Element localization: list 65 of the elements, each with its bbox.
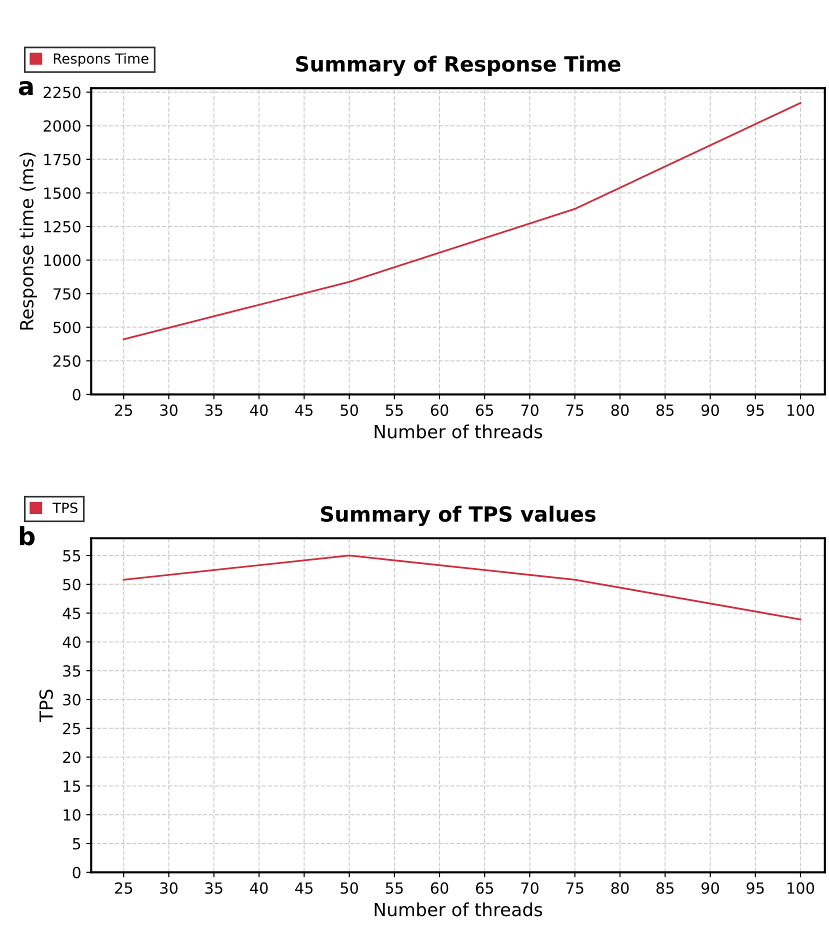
x-tick-label: 60 bbox=[430, 404, 448, 416]
x-tick-label: 60 bbox=[430, 882, 448, 894]
y-tick-label: 30 bbox=[63, 694, 80, 706]
x-tick-label: 100 bbox=[788, 404, 814, 416]
x-tick-label: 80 bbox=[611, 882, 629, 894]
x-tick-label: 95 bbox=[746, 882, 764, 894]
x-tick-label: 30 bbox=[160, 404, 178, 416]
x-tick-label: 85 bbox=[656, 882, 674, 894]
x-tick-label: 50 bbox=[340, 882, 358, 894]
x-tick-label: 85 bbox=[656, 404, 674, 416]
text: a bbox=[18, 81, 33, 96]
y-tick-label: 55 bbox=[63, 550, 80, 562]
x-tick-label: 75 bbox=[566, 882, 584, 894]
y-tick-label: 15 bbox=[64, 780, 80, 792]
y-tick-label: 750 bbox=[54, 288, 80, 300]
y-tick-label: 10 bbox=[64, 809, 80, 821]
y-tick-label: 1500 bbox=[44, 187, 80, 199]
x-tick-label: 90 bbox=[701, 404, 719, 416]
x-tick-label: 30 bbox=[160, 882, 178, 894]
x-tick-label: 100 bbox=[788, 882, 814, 894]
x-tick-label: 45 bbox=[295, 882, 313, 894]
y-tick-label: 25 bbox=[63, 722, 80, 734]
x-tick-label: 25 bbox=[115, 882, 132, 894]
x-tick-label: 90 bbox=[701, 882, 719, 894]
y-tick-label: 1000 bbox=[44, 254, 80, 266]
y-tick-label: 250 bbox=[53, 355, 80, 367]
y-tick-label: 5 bbox=[72, 838, 80, 850]
chart-title: Summary of TPS values bbox=[321, 506, 596, 526]
y-axis-title: TPS bbox=[39, 690, 53, 722]
y-tick-label: 45 bbox=[62, 608, 80, 620]
x-tick-label: 40 bbox=[250, 404, 268, 416]
x-axis-title: Number of threads bbox=[374, 424, 542, 438]
y-axis-title: Response time (ms) bbox=[20, 152, 38, 330]
x-tick-label: 65 bbox=[476, 404, 494, 416]
y-tick-label: 1750 bbox=[44, 154, 80, 166]
text: b bbox=[20, 526, 35, 546]
line-series bbox=[122, 102, 802, 340]
x-tick-label: 70 bbox=[521, 882, 538, 894]
x-tick-label: 35 bbox=[205, 404, 222, 416]
x-tick-label: 40 bbox=[250, 882, 268, 894]
y-tick-label: 50 bbox=[63, 578, 80, 590]
y-tick-label: 2000 bbox=[44, 120, 80, 132]
x-tick-label: 80 bbox=[611, 404, 629, 416]
y-tick-label: 35 bbox=[63, 665, 80, 677]
x-tick-label: 75 bbox=[566, 404, 584, 416]
x-tick-label: 65 bbox=[476, 882, 494, 894]
y-tick-label: 2250 bbox=[44, 86, 80, 98]
x-tick-label: 55 bbox=[386, 882, 403, 894]
y-tick-label: 40 bbox=[62, 636, 80, 648]
x-tick-label: 45 bbox=[295, 404, 313, 416]
y-tick-label: 1250 bbox=[44, 220, 80, 233]
x-tick-label: 25 bbox=[115, 404, 132, 416]
y-tick-label: 500 bbox=[53, 322, 80, 334]
x-tick-label: 35 bbox=[205, 882, 222, 894]
x-tick-label: 50 bbox=[340, 404, 358, 416]
x-tick-label: 55 bbox=[386, 404, 403, 416]
y-tick-label: 20 bbox=[63, 752, 80, 764]
chart-title: Summary of Response Time bbox=[296, 56, 620, 76]
legend-label: Respons Time bbox=[54, 53, 148, 66]
legend-label: TPS bbox=[52, 502, 78, 514]
x-tick-label: 70 bbox=[521, 404, 538, 416]
y-tick-label: 0 bbox=[72, 866, 80, 878]
x-tick-label: 95 bbox=[746, 404, 764, 416]
x-axis-title: Number of threads bbox=[374, 902, 542, 916]
y-tick-label: 0 bbox=[72, 388, 80, 400]
